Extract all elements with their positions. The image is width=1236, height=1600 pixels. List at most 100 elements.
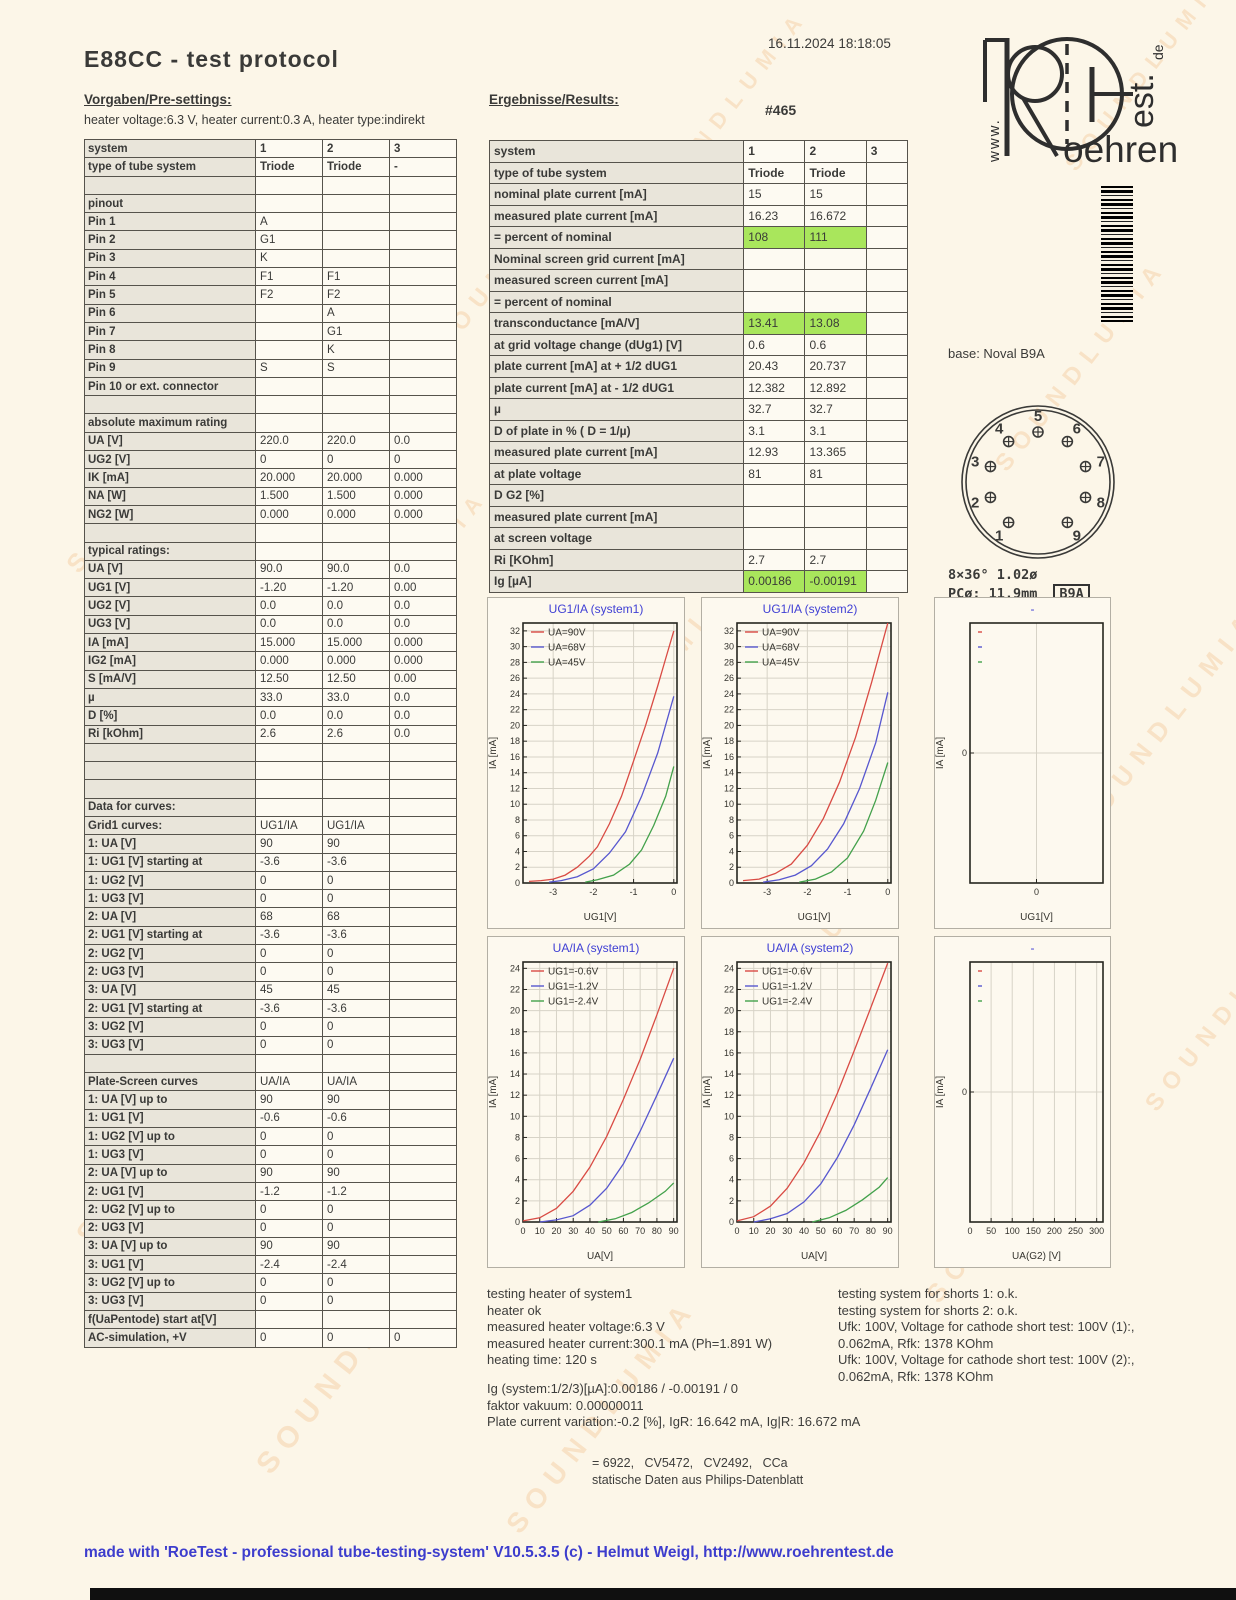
cell-value: 33.0 [255, 687, 323, 708]
row-label: UG1 [V] [84, 578, 256, 598]
cell-value: 0 [255, 889, 323, 909]
ytick-label: 0 [729, 878, 734, 888]
table-row: 2: UG3 [V] 0 0 [84, 962, 457, 982]
table-row: system 1 2 3 [488, 140, 909, 163]
y-axis-label: IA [mA] [935, 1076, 946, 1108]
table-row: Ig [µA] 0.00186 -0.00191 [488, 570, 909, 593]
xtick-label: 90 [669, 1226, 679, 1236]
cell-value: 0.0 [389, 559, 457, 580]
pin-number-6: 6 [1073, 421, 1081, 438]
cell-value [255, 779, 323, 799]
cell-value [389, 1108, 457, 1129]
cell-value: 1.500 [322, 486, 390, 506]
cell-value: 0 [322, 1218, 390, 1238]
row-label: D [%] [84, 706, 256, 726]
table-row: µ 32.7 32.7 [488, 398, 909, 421]
table-row: 3: UG3 [V] 0 0 [84, 1291, 457, 1312]
cell-value: 0 [322, 1035, 390, 1055]
ytick-label: 24 [724, 963, 734, 973]
cell-value: 0.0 [255, 706, 323, 726]
timestamp: 16.11.2024 18:18:05 [768, 36, 891, 51]
row-label: measured plate current [mA] [488, 204, 745, 227]
table-row: Pin 10 or ext. connector [84, 376, 457, 397]
row-label: 3: UG3 [V] [84, 1291, 256, 1312]
cell-value [389, 834, 457, 854]
legend-label: UA=45V [762, 658, 800, 669]
cell-value [389, 852, 457, 872]
table-row: NG2 [W] 0.000 0.000 0.000 [84, 504, 457, 525]
xtick-label: 60 [832, 1226, 842, 1236]
row-label: S [mA/V] [84, 669, 256, 689]
table-row [84, 779, 457, 799]
xtick-label: 100 [1005, 1226, 1020, 1236]
cell-value: UG1/IA [255, 815, 323, 836]
row-label: at grid voltage change (dUg1) [V] [488, 333, 745, 356]
cell-value: 0.00 [389, 669, 457, 689]
table-row: UG2 [V] 0.0 0.0 0.0 [84, 596, 457, 616]
table-row: Pin 8 K [84, 340, 457, 360]
cell-value: 0.000 [389, 633, 457, 653]
ytick-label: 26 [510, 673, 520, 683]
heater-settings-line: heater voltage:6.3 V, heater current:0.3… [84, 113, 425, 127]
cell-value: 2 [804, 140, 867, 163]
row-label: 1: UA [V] up to [84, 1090, 256, 1110]
legend-label: UA=90V [548, 628, 586, 639]
table-row: UG3 [V] 0.0 0.0 0.0 [84, 614, 457, 635]
text-line: Plate current variation:-0.2 [%], IgR: 1… [487, 1414, 861, 1429]
xtick-label: -2 [589, 887, 597, 897]
table-row: measured plate current [mA] 12.93 13.365 [488, 441, 909, 464]
ytick-label: 4 [515, 1175, 520, 1185]
row-label: Pin 5 [84, 285, 256, 305]
cell-value [389, 1163, 457, 1183]
cell-value: 0.6 [804, 333, 867, 356]
text-line: = 6922, CV5472, CV2492, CCa [592, 1456, 788, 1470]
cell-value [389, 358, 457, 378]
ytick-label: 18 [510, 736, 520, 746]
cell-value: 0.000 [322, 504, 390, 525]
table-row [84, 761, 457, 781]
curve-UA=90V [528, 630, 675, 883]
table-row: 2: UG1 [V] starting at -3.6 -3.6 [84, 925, 457, 946]
xtick-label: 0 [885, 887, 890, 897]
row-label: 2: UA [V] [84, 907, 256, 927]
shorts-test-notes: testing system for shorts 1: o.k. testing… [838, 1286, 1135, 1385]
xtick-label: 200 [1047, 1226, 1062, 1236]
cell-value: 0 [255, 962, 323, 982]
row-label [84, 523, 256, 543]
chart-uaia-system2: UA/IA (system2) 0 2 4 6 8 10 12 14 16 18 20 22 24 0 10 2… [701, 936, 899, 1273]
row-label: Pin 1 [84, 212, 256, 232]
table-row: Grid1 curves: UG1/IA UG1/IA [84, 815, 457, 836]
cell-value [255, 193, 323, 214]
cell-value [389, 944, 457, 964]
row-label: UG2 [V] [84, 450, 256, 470]
cell-value [865, 161, 909, 184]
ytick-label: 20 [724, 1006, 734, 1016]
cell-value [389, 998, 457, 1019]
cell-value [865, 355, 909, 378]
ytick-label: 20 [510, 720, 520, 730]
cell-value [255, 395, 323, 415]
cell-value: 12.50 [255, 669, 323, 689]
cell-value: 0.000 [389, 468, 457, 488]
table-row: transconductance [mA/V] 13.41 13.08 [488, 312, 909, 335]
row-label: UG2 [V] [84, 596, 256, 616]
cell-value: 0.0 [255, 596, 323, 616]
row-label: 3: UA [V] [84, 980, 256, 1000]
row-label: 3: UG2 [V] [84, 1017, 256, 1037]
ytick-label: 14 [510, 1069, 520, 1079]
cell-value: Triode [322, 157, 390, 177]
cell-value: 20.737 [804, 355, 867, 378]
ytick-label: 4 [729, 1175, 734, 1185]
cell-value [865, 548, 909, 571]
table-row: 1: UG1 [V] -0.6 -0.6 [84, 1108, 457, 1129]
equivalent-types-notes: = 6922, CV5472, CV2492, CCa statische Dat… [592, 1455, 803, 1488]
xtick-label: -1 [844, 887, 852, 897]
table-row: 2: UA [V] 68 68 [84, 907, 457, 927]
row-label: system [488, 140, 745, 163]
table-row: pinout [84, 193, 457, 214]
cell-value: UG1/IA [322, 815, 390, 836]
cell-value: K [322, 340, 390, 360]
xtick-label: 0 [520, 1226, 525, 1236]
